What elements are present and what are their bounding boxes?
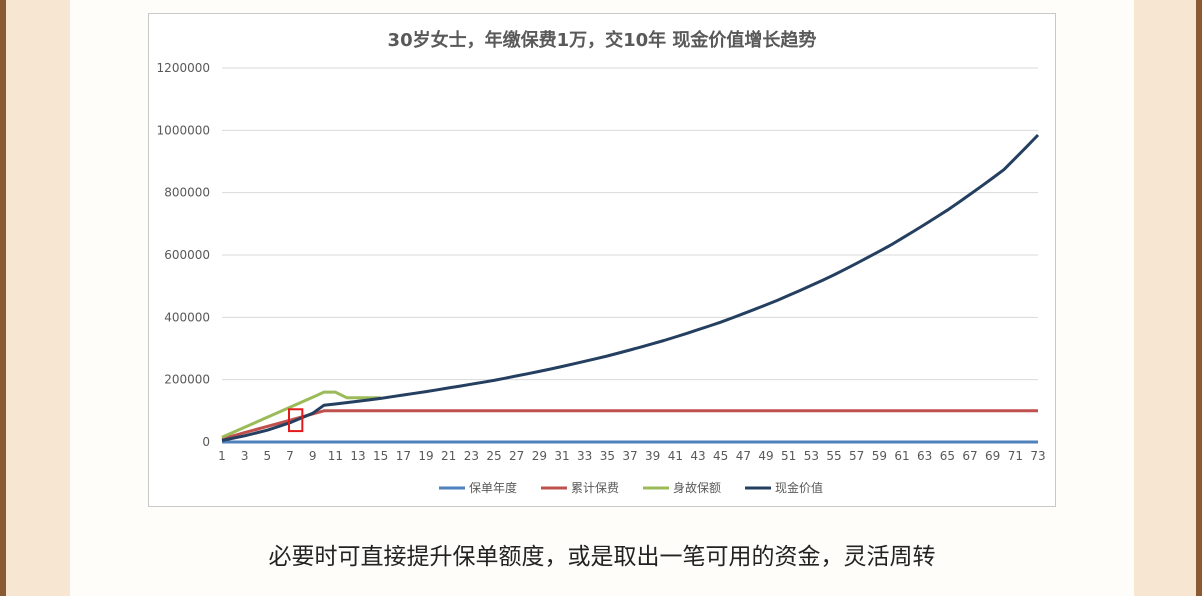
legend-label: 身故保额 (673, 480, 721, 495)
x-tick-label: 67 (962, 449, 977, 463)
x-tick-label: 53 (804, 449, 819, 463)
y-tick-label: 800000 (164, 186, 210, 200)
x-tick-label: 45 (713, 449, 728, 463)
x-tick-label: 65 (940, 449, 955, 463)
x-tick-label: 59 (872, 449, 887, 463)
legend-label: 保单年度 (469, 480, 517, 495)
y-tick-label: 400000 (164, 310, 210, 324)
x-tick-label: 21 (441, 449, 456, 463)
y-tick-label: 1200000 (157, 61, 210, 75)
x-tick-label: 9 (309, 449, 317, 463)
x-tick-label: 63 (917, 449, 932, 463)
x-tick-label: 73 (1030, 449, 1045, 463)
caption-text: 必要时可直接提升保单额度，或是取出一笔可用的资金，灵活周转 (268, 544, 936, 570)
x-tick-label: 71 (1008, 449, 1023, 463)
x-tick-label: 61 (894, 449, 909, 463)
x-tick-label: 7 (286, 449, 294, 463)
x-tick-label: 13 (350, 449, 365, 463)
chart-title: 30岁女士，年缴保费1万，交10年 现金价值增长趋势 (387, 30, 817, 51)
right-border (1196, 0, 1202, 596)
x-tick-label: 33 (577, 449, 592, 463)
left-border (0, 0, 6, 596)
x-tick-label: 41 (668, 449, 683, 463)
highlight-box (288, 408, 304, 433)
chart-frame: 30岁女士，年缴保费1万，交10年 现金价值增长趋势 0 200000 400000… (148, 13, 1056, 507)
x-tick-label: 29 (532, 449, 547, 463)
x-tick-label: 25 (486, 449, 501, 463)
x-tick-label: 15 (373, 449, 388, 463)
y-tick-label: 200000 (164, 373, 210, 387)
x-tick-label: 55 (826, 449, 841, 463)
x-tick-label: 49 (758, 449, 773, 463)
x-tick-label: 19 (418, 449, 433, 463)
series-line-3 (221, 133, 1040, 442)
x-tick-label: 51 (781, 449, 796, 463)
y-tick-label: 600000 (164, 248, 210, 262)
legend-label: 现金价值 (775, 480, 823, 495)
y-tick-label: 1000000 (157, 123, 210, 137)
x-tick-label: 1 (218, 449, 226, 463)
x-tick-label: 43 (690, 449, 705, 463)
y-tick-label: 0 (202, 435, 210, 449)
legend-label: 累计保费 (571, 481, 619, 495)
x-tick-label: 35 (600, 449, 615, 463)
x-tick-label: 31 (554, 449, 569, 463)
x-tick-label: 27 (509, 449, 524, 463)
x-tick-label: 5 (264, 449, 272, 463)
x-tick-label: 69 (985, 449, 1000, 463)
x-tick-label: 17 (396, 449, 411, 463)
x-tick-label: 47 (736, 449, 751, 463)
x-tick-label: 23 (464, 449, 479, 463)
line-chart: 0 200000 400000 600000 800000 1000000 1200000 1… (157, 61, 1046, 495)
x-tick-label: 37 (622, 449, 637, 463)
series-line-2 (221, 390, 381, 439)
x-tick-label: 11 (328, 449, 343, 463)
x-tick-label: 3 (241, 449, 249, 463)
x-tick-label: 57 (849, 449, 864, 463)
x-tick-label: 39 (645, 449, 660, 463)
series-line-1 (221, 409, 1038, 441)
